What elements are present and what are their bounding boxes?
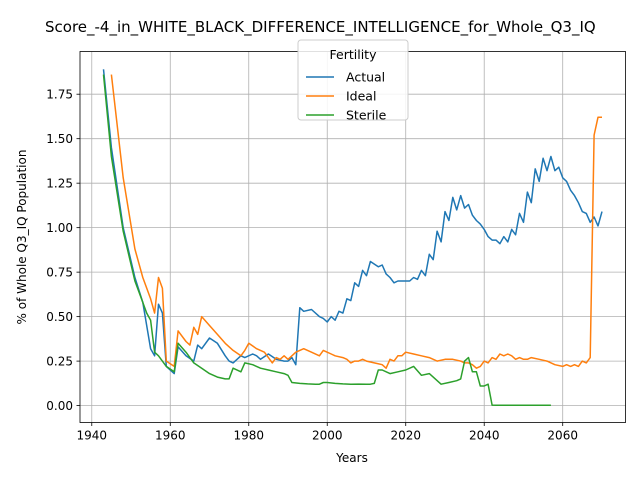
y-tick-label: 1.25 [46, 176, 73, 190]
legend-label-sterile: Sterile [346, 108, 387, 123]
series-line-sterile [102, 74, 551, 406]
x-tick-label: 1940 [76, 429, 107, 443]
x-tick-label: 2000 [312, 429, 343, 443]
series-line-ideal [110, 74, 602, 369]
y-tick-label: 0.25 [46, 354, 73, 368]
y-tick-label: 1.50 [46, 132, 73, 146]
legend: Fertility Actual Ideal Sterile [297, 39, 409, 123]
chart-title: Score_-4_in_WHITE_BLACK_DIFFERENCE_INTEL… [45, 18, 596, 37]
series-lines [102, 69, 603, 406]
legend-title: Fertility [330, 47, 378, 62]
x-tick-label: 2060 [547, 429, 578, 443]
series-line-actual [102, 69, 603, 375]
y-axis-label: % of Whole Q3_IQ Population [15, 150, 29, 325]
legend-box [297, 39, 409, 121]
y-tick-label: 1.75 [46, 88, 73, 102]
y-tick-label: 0.75 [46, 265, 73, 279]
legend-label-actual: Actual [346, 70, 385, 85]
legend-label-ideal: Ideal [346, 89, 376, 104]
x-tick-label: 1960 [155, 429, 186, 443]
y-tick-label: 0.00 [46, 399, 73, 413]
gridlines [80, 51, 626, 423]
x-tick-label: 1980 [233, 429, 264, 443]
x-tick-label: 2020 [390, 429, 421, 443]
axis-ticks: 1940 1960 1980 2000 2020 2040 2060 0.00 0.25 0.50… [46, 88, 578, 443]
x-tick-label: 2040 [469, 429, 500, 443]
y-tick-label: 0.50 [46, 310, 73, 324]
y-tick-label: 1.00 [46, 221, 73, 235]
x-axis-label: Years [335, 451, 368, 465]
